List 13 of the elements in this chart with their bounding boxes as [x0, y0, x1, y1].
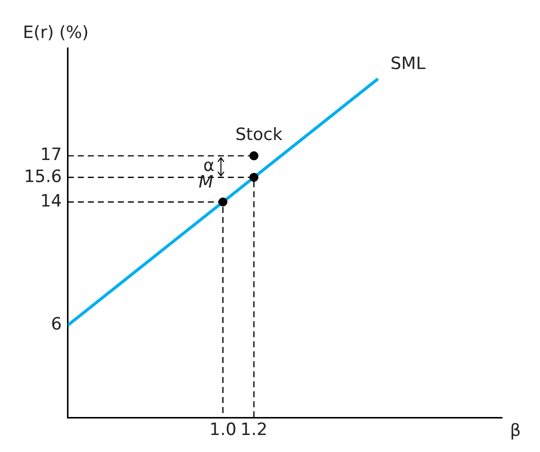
point	[218, 198, 228, 206]
x-tick-label: 1.0	[209, 420, 236, 440]
annotation: Stock	[235, 125, 283, 146]
x-axis-title: β	[510, 421, 521, 442]
y-axis-title: E(r) (%)	[22, 22, 89, 43]
y-tick-label: 15.6	[24, 166, 62, 187]
x-tick-label: 1.2	[240, 420, 268, 440]
point	[249, 151, 258, 160]
point	[249, 172, 258, 182]
y-tick-label: 6	[51, 314, 62, 335]
y-tick-label: 14	[40, 191, 62, 212]
y-tick-label: 17	[40, 145, 62, 166]
annotation: SML	[390, 54, 426, 74]
